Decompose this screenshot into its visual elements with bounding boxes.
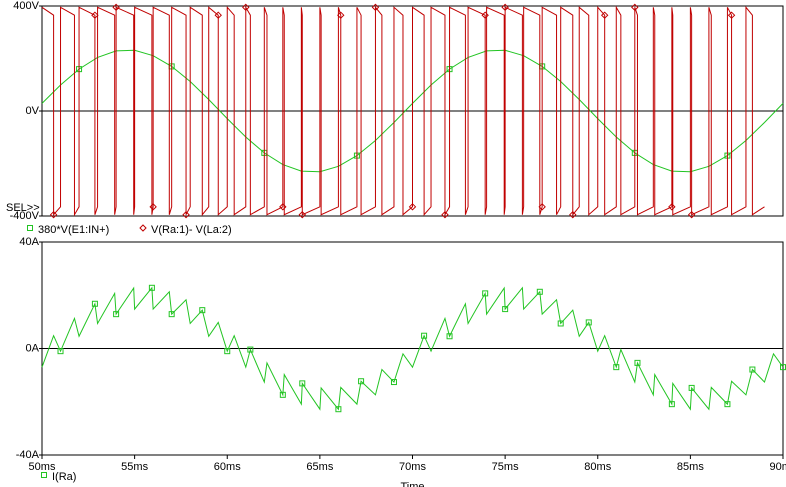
marker bbox=[687, 210, 696, 219]
marker bbox=[727, 11, 736, 19]
series-line bbox=[41, 5, 765, 217]
marker bbox=[279, 203, 287, 211]
marker bbox=[536, 288, 543, 295]
marker bbox=[113, 311, 120, 318]
marker bbox=[446, 333, 453, 340]
selector-label: SEL>> bbox=[6, 202, 40, 214]
marker bbox=[337, 11, 345, 19]
marker bbox=[112, 3, 120, 12]
marker bbox=[214, 11, 222, 19]
marker bbox=[390, 379, 397, 386]
marker bbox=[182, 210, 190, 219]
x-tick-label: 50ms bbox=[29, 461, 56, 473]
marker bbox=[199, 307, 206, 314]
marker bbox=[139, 224, 147, 232]
marker bbox=[408, 203, 417, 211]
y-tick-label: -400V bbox=[10, 210, 40, 222]
marker bbox=[247, 346, 254, 353]
marker bbox=[502, 306, 509, 313]
marker bbox=[482, 290, 489, 297]
marker bbox=[335, 406, 342, 413]
marker bbox=[358, 378, 365, 385]
y-tick-label: 40A bbox=[19, 236, 39, 248]
marker bbox=[41, 472, 47, 478]
y-tick-label: 0A bbox=[26, 342, 40, 354]
y-tick-label: -40A bbox=[16, 449, 40, 461]
marker bbox=[371, 3, 380, 12]
marker bbox=[224, 348, 231, 355]
marker bbox=[242, 3, 250, 12]
marker bbox=[91, 11, 99, 19]
marker bbox=[631, 3, 639, 12]
marker bbox=[613, 364, 620, 371]
marker bbox=[299, 380, 306, 387]
marker bbox=[688, 384, 695, 391]
marker bbox=[557, 320, 564, 327]
marker bbox=[668, 203, 676, 211]
marker bbox=[27, 225, 33, 231]
marker bbox=[298, 210, 306, 219]
x-tick-label: 70ms bbox=[399, 461, 426, 473]
marker bbox=[749, 366, 756, 373]
y-tick-label: 400V bbox=[13, 0, 39, 12]
marker bbox=[538, 203, 546, 211]
marker bbox=[91, 300, 98, 307]
marker bbox=[168, 311, 175, 318]
marker bbox=[149, 203, 157, 211]
x-axis-label: Time bbox=[400, 481, 424, 487]
x-tick-label: 65ms bbox=[306, 461, 333, 473]
x-tick-label: 75ms bbox=[492, 461, 519, 473]
legend-label: 380*V(E1:IN+) bbox=[38, 224, 109, 236]
marker bbox=[600, 11, 609, 19]
marker bbox=[57, 348, 64, 355]
legend-label: V(Ra:1)- V(La:2) bbox=[151, 224, 232, 236]
x-tick-label: 85ms bbox=[677, 461, 704, 473]
marker bbox=[49, 210, 58, 219]
x-tick-label: 60ms bbox=[214, 461, 241, 473]
marker bbox=[585, 319, 592, 326]
x-tick-label: 90ms bbox=[770, 461, 786, 473]
marker bbox=[634, 359, 641, 366]
marker bbox=[279, 391, 286, 398]
marker bbox=[421, 332, 428, 339]
marker bbox=[441, 210, 449, 219]
y-tick-label: 0V bbox=[26, 105, 40, 117]
marker bbox=[148, 284, 155, 291]
x-tick-label: 80ms bbox=[584, 461, 611, 473]
marker bbox=[501, 3, 509, 12]
marker bbox=[481, 11, 489, 19]
marker bbox=[668, 401, 675, 408]
legend-label: I(Ra) bbox=[52, 471, 76, 483]
marker bbox=[569, 210, 577, 219]
series-line bbox=[41, 286, 784, 411]
x-tick-label: 55ms bbox=[121, 461, 148, 473]
marker bbox=[724, 401, 731, 408]
